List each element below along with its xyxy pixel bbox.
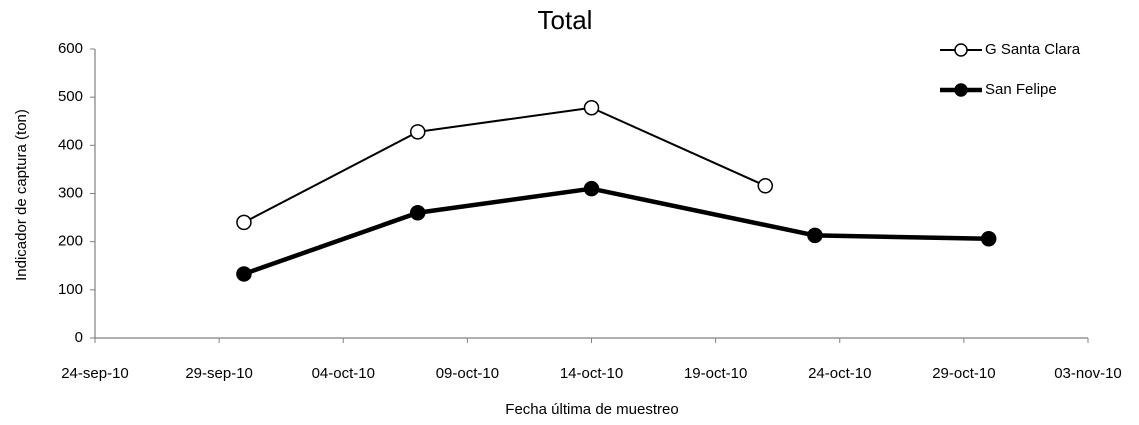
- x-tick-label: 03-nov-10: [1054, 365, 1122, 382]
- legend-label: San Felipe: [985, 81, 1057, 98]
- y-axis-title: Indicador de captura (ton): [13, 109, 30, 281]
- x-tick-label: 04-oct-10: [312, 365, 375, 382]
- y-tick-label: 400: [58, 136, 83, 153]
- series-line: [243, 106, 766, 224]
- chart-title: Total: [538, 5, 593, 35]
- x-tick-label: 14-oct-10: [560, 365, 623, 382]
- x-tick-label: 19-oct-10: [684, 365, 747, 382]
- x-tick-label: 29-oct-10: [932, 365, 995, 382]
- point: [757, 178, 774, 194]
- y-tick-label: 500: [58, 88, 83, 105]
- y-tick-label: 100: [58, 281, 83, 298]
- point: [583, 180, 600, 197]
- y-tick-label: 600: [58, 40, 83, 57]
- point: [409, 124, 426, 140]
- y-tick-label: 300: [58, 184, 83, 201]
- legend-label: G Santa Clara: [985, 41, 1081, 58]
- point: [980, 231, 997, 247]
- legend-marker: [954, 43, 968, 57]
- point: [236, 266, 252, 282]
- y-tick-label: 0: [75, 329, 83, 346]
- y-tick-label: 200: [58, 233, 83, 250]
- x-axis-title: Fecha última de muestreo: [505, 401, 678, 418]
- x-tick-label: 24-oct-10: [808, 365, 871, 382]
- point: [236, 214, 252, 231]
- series-line: [243, 186, 989, 277]
- point: [409, 205, 426, 221]
- point: [807, 227, 823, 244]
- legend-marker: [954, 83, 968, 97]
- x-tick-label: 09-oct-10: [436, 365, 499, 382]
- x-tick-label: 29-sep-10: [185, 365, 253, 382]
- x-tick-label: 24-sep-10: [61, 365, 129, 382]
- point: [583, 100, 600, 116]
